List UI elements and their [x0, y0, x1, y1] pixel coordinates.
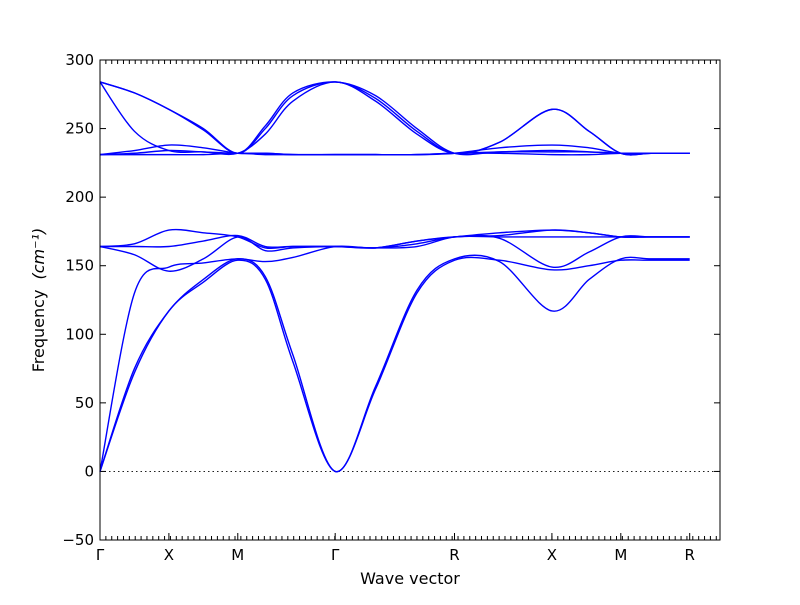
y-tick-label: 50: [75, 394, 94, 412]
band-line-9: [99, 144, 690, 156]
x-tick-label: R: [449, 546, 459, 564]
y-axis-unit: (cm⁻¹): [29, 228, 48, 280]
band-line-1: [99, 256, 690, 473]
y-axis-label: Frequency (cm⁻¹): [29, 228, 48, 372]
x-tick-label: M: [231, 546, 244, 564]
tick-labels-layer: −50 0 50 100 150 200 250 300 Γ X M Γ R X M R: [62, 51, 695, 564]
y-axis-label-text: Frequency: [29, 290, 48, 373]
x-axis-label: Wave vector: [360, 569, 460, 588]
y-tick-label: 300: [65, 51, 94, 69]
x-tick-label: X: [547, 546, 557, 564]
y-tick-label: −50: [62, 531, 94, 549]
plot-frame: [99, 59, 721, 541]
band-line-2: [99, 254, 690, 473]
ticks-layer: [99, 59, 720, 541]
band-line-4: [99, 229, 690, 272]
band-line-10: [99, 81, 690, 156]
band-line-6: [100, 234, 690, 249]
y-tick-label: 100: [65, 325, 94, 343]
band-line-12: [99, 81, 690, 156]
x-tick-label: Γ: [331, 546, 340, 564]
x-tick-label: R: [684, 546, 694, 564]
y-tick-label: 150: [65, 257, 94, 275]
x-tick-label: M: [614, 546, 627, 564]
y-tick-label: 200: [65, 188, 94, 206]
x-tick-label: X: [164, 546, 174, 564]
x-tick-label: Γ: [96, 546, 105, 564]
series-layer: [99, 81, 690, 473]
y-tick-label: 250: [65, 120, 94, 138]
y-tick-label: 0: [84, 462, 94, 480]
band-line-11: [99, 81, 690, 156]
